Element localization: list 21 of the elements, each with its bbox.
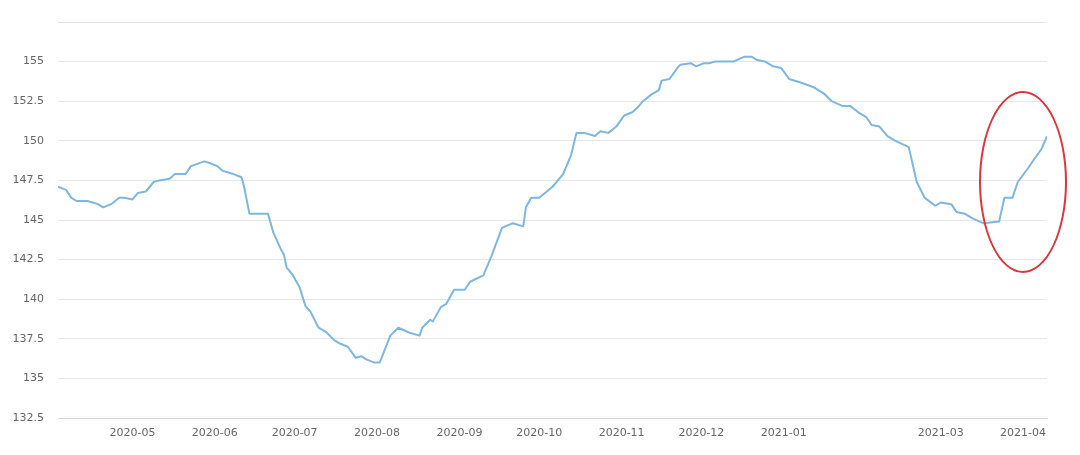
x-tick-label: 2021-04 [1000, 426, 1047, 440]
x-tick-label: 2020-06 [191, 426, 238, 440]
y-tick-label: 152.5 [12, 94, 44, 108]
y-tick-label: 140 [23, 292, 44, 306]
x-tick-label: 2021-01 [760, 426, 807, 440]
y-tick-label: 137.5 [12, 331, 44, 345]
y-tick-label: 150 [23, 133, 44, 147]
x-tick-label: 2020-12 [678, 426, 725, 440]
x-tick-label: 2020-10 [516, 426, 563, 440]
y-tick-label: 142.5 [12, 252, 44, 266]
x-tick-label: 2020-08 [354, 426, 401, 440]
y-tick-label: 132.5 [12, 410, 44, 424]
y-tick-label: 155 [23, 54, 44, 68]
x-tick-label: 2020-05 [109, 426, 156, 440]
y-tick-label: 135 [23, 371, 44, 385]
x-tick-label: 2020-07 [271, 426, 318, 440]
y-tick-label: 147.5 [12, 173, 44, 187]
y-tick-label: 145 [23, 212, 44, 226]
x-tick-label: 2021-03 [917, 426, 964, 440]
x-tick-label: 2020-09 [436, 426, 483, 440]
x-tick-label: 2020-11 [598, 426, 645, 440]
